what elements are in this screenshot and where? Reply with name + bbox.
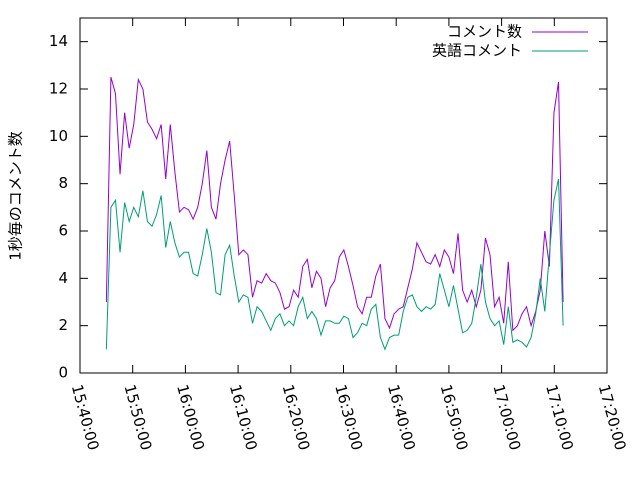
y-tick-label: 0 [58, 364, 68, 382]
series-line [105, 178, 564, 351]
y-tick-label: 2 [58, 316, 68, 334]
legend-label: コメント数 [447, 23, 522, 41]
y-tick-label: 8 [58, 174, 68, 192]
x-tick-label: 16:40:00 [384, 383, 419, 453]
y-tick-label: 12 [49, 80, 68, 98]
y-axis-label: 1秒毎のコメント数 [7, 131, 25, 261]
x-tick-label: 16:10:00 [226, 383, 261, 453]
x-tick-label: 15:40:00 [68, 383, 103, 453]
x-tick-label: 16:50:00 [437, 383, 472, 453]
legend-label: 英語コメント [432, 42, 522, 60]
series-line [105, 77, 564, 332]
y-tick-label: 10 [49, 127, 68, 145]
x-tick-label: 15:50:00 [120, 383, 155, 453]
x-tick-label: 16:30:00 [331, 383, 366, 453]
x-tick-label: 17:00:00 [489, 383, 524, 453]
x-tick-label: 16:20:00 [279, 383, 314, 453]
x-tick-label: 17:10:00 [542, 383, 577, 453]
y-tick-label: 14 [49, 32, 68, 50]
y-tick-label: 4 [58, 269, 68, 287]
x-tick-label: 16:00:00 [173, 383, 208, 453]
y-tick-label: 6 [58, 222, 68, 240]
plot-frame [79, 17, 608, 374]
x-tick-label: 17:20:00 [595, 383, 630, 453]
